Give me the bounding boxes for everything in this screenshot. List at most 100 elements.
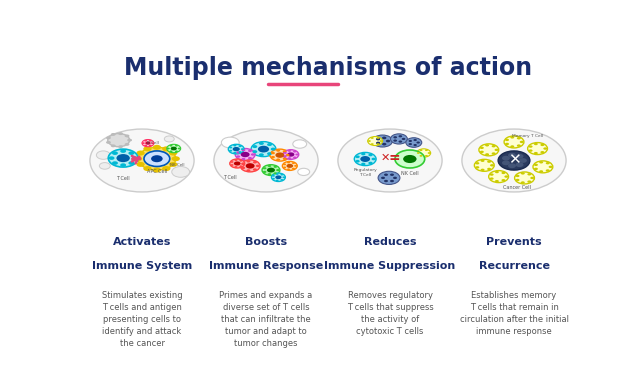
Circle shape xyxy=(118,145,123,148)
Circle shape xyxy=(543,147,547,150)
Circle shape xyxy=(288,157,291,159)
Circle shape xyxy=(120,149,126,153)
Circle shape xyxy=(533,161,553,173)
Circle shape xyxy=(502,179,506,181)
Circle shape xyxy=(143,146,152,151)
Circle shape xyxy=(517,137,521,140)
Circle shape xyxy=(521,172,525,175)
Circle shape xyxy=(485,144,489,147)
Circle shape xyxy=(495,171,499,173)
Circle shape xyxy=(546,169,550,172)
Circle shape xyxy=(372,135,392,147)
Circle shape xyxy=(534,168,538,170)
Circle shape xyxy=(258,146,269,152)
Circle shape xyxy=(502,172,506,174)
Circle shape xyxy=(420,149,422,151)
Circle shape xyxy=(487,168,491,170)
Circle shape xyxy=(230,161,234,163)
Circle shape xyxy=(148,140,152,142)
Circle shape xyxy=(167,144,180,153)
Circle shape xyxy=(172,166,189,177)
Circle shape xyxy=(386,140,390,142)
Circle shape xyxy=(516,175,520,177)
Circle shape xyxy=(408,143,412,145)
Circle shape xyxy=(230,159,244,168)
Circle shape xyxy=(508,163,516,168)
Text: Multiple mechanisms of action: Multiple mechanisms of action xyxy=(124,56,532,80)
Circle shape xyxy=(108,133,129,147)
Circle shape xyxy=(376,138,380,140)
Text: Stimulates existing
T cells and antigen
presenting cells to
identify and attack
: Stimulates existing T cells and antigen … xyxy=(102,291,182,349)
Circle shape xyxy=(504,136,524,148)
Circle shape xyxy=(287,164,293,168)
Circle shape xyxy=(492,145,495,147)
Circle shape xyxy=(510,136,515,138)
Circle shape xyxy=(369,154,372,156)
Circle shape xyxy=(241,148,244,150)
Circle shape xyxy=(540,144,545,146)
Circle shape xyxy=(271,173,285,182)
Circle shape xyxy=(390,180,394,182)
Text: Immune System: Immune System xyxy=(92,261,192,272)
Circle shape xyxy=(287,161,290,163)
Circle shape xyxy=(276,149,280,152)
Circle shape xyxy=(167,147,170,149)
Circle shape xyxy=(162,166,170,171)
Circle shape xyxy=(361,163,365,165)
Circle shape xyxy=(529,145,532,148)
Circle shape xyxy=(248,150,252,152)
Circle shape xyxy=(151,142,154,144)
Circle shape xyxy=(485,153,489,156)
Circle shape xyxy=(516,154,524,159)
Circle shape xyxy=(520,141,524,143)
Circle shape xyxy=(293,151,296,152)
Circle shape xyxy=(355,156,360,158)
Circle shape xyxy=(97,151,110,159)
Circle shape xyxy=(228,144,244,154)
Circle shape xyxy=(132,156,138,160)
Circle shape xyxy=(367,137,383,145)
Circle shape xyxy=(510,145,515,148)
Circle shape xyxy=(490,164,494,166)
Text: Boosts: Boosts xyxy=(245,237,287,247)
Circle shape xyxy=(372,158,376,160)
Circle shape xyxy=(240,160,260,172)
Circle shape xyxy=(234,166,237,168)
Circle shape xyxy=(481,169,484,171)
Circle shape xyxy=(134,156,142,161)
Circle shape xyxy=(378,171,400,184)
Circle shape xyxy=(425,155,428,157)
Circle shape xyxy=(539,161,543,163)
Circle shape xyxy=(489,171,509,182)
Circle shape xyxy=(118,132,123,135)
Circle shape xyxy=(276,180,278,181)
Circle shape xyxy=(393,177,397,179)
Circle shape xyxy=(516,162,524,167)
Circle shape xyxy=(515,172,534,184)
Text: T Cell: T Cell xyxy=(116,176,130,181)
Circle shape xyxy=(170,145,173,147)
Circle shape xyxy=(384,173,388,176)
Circle shape xyxy=(283,166,286,168)
Circle shape xyxy=(490,177,493,180)
Circle shape xyxy=(136,151,145,156)
Text: Reduces: Reduces xyxy=(364,237,416,247)
Circle shape xyxy=(241,152,250,157)
Circle shape xyxy=(99,163,110,169)
Circle shape xyxy=(529,149,532,152)
Text: Immune Response: Immune Response xyxy=(209,261,323,272)
Circle shape xyxy=(111,133,116,136)
Circle shape xyxy=(271,147,276,151)
Text: Primes and expands a
diverse set of T cells
that can infiltrate the
tumor and ad: Primes and expands a diverse set of T ce… xyxy=(220,291,312,349)
Circle shape xyxy=(527,143,547,154)
Circle shape xyxy=(399,140,402,143)
Circle shape xyxy=(534,143,538,145)
Circle shape xyxy=(504,175,508,178)
Circle shape xyxy=(376,143,380,145)
Circle shape xyxy=(534,164,538,166)
Circle shape xyxy=(273,172,277,174)
Circle shape xyxy=(284,152,287,154)
Circle shape xyxy=(129,151,134,155)
Circle shape xyxy=(390,173,394,176)
Circle shape xyxy=(241,163,244,165)
